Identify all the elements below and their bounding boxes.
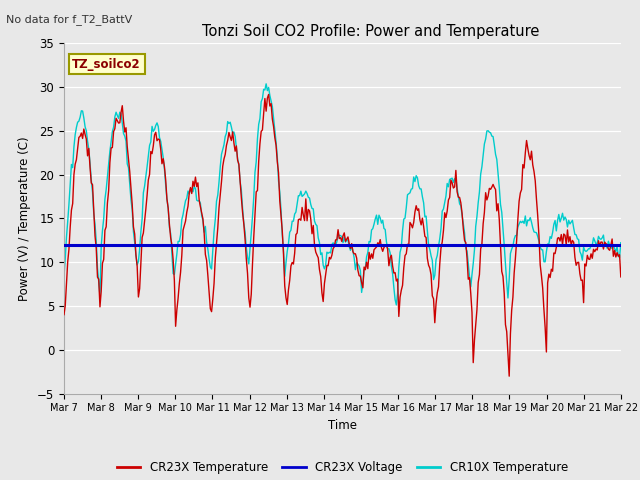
Title: Tonzi Soil CO2 Profile: Power and Temperature: Tonzi Soil CO2 Profile: Power and Temper… [202,24,539,39]
X-axis label: Time: Time [328,419,357,432]
Text: No data for f_T2_BattV: No data for f_T2_BattV [6,14,132,25]
Text: TZ_soilco2: TZ_soilco2 [72,58,141,71]
Legend: CR23X Temperature, CR23X Voltage, CR10X Temperature: CR23X Temperature, CR23X Voltage, CR10X … [112,456,573,479]
Y-axis label: Power (V) / Temperature (C): Power (V) / Temperature (C) [19,136,31,300]
